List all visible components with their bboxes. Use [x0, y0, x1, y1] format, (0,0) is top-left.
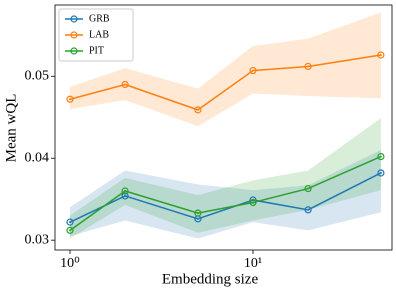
x-tick-label: 10¹ — [244, 256, 262, 271]
point-marker — [377, 51, 385, 59]
y-axis-label: Mean wQL — [3, 94, 19, 163]
series-line — [69, 172, 382, 223]
error-band — [69, 150, 381, 239]
point-marker — [194, 209, 202, 217]
legend-label: LAB — [89, 29, 109, 40]
point-dot — [196, 212, 199, 215]
point-dot — [124, 190, 127, 193]
point-dot — [251, 201, 254, 204]
point-dot — [68, 229, 71, 232]
point-marker — [304, 62, 312, 71]
legend-marker — [70, 15, 78, 23]
legend-marker — [70, 47, 78, 55]
point-dot — [196, 217, 199, 220]
point-marker — [121, 80, 129, 89]
point-marker — [377, 169, 385, 177]
series-line — [69, 155, 382, 231]
point-dot — [379, 53, 382, 56]
point-marker — [121, 192, 129, 200]
plot-frame — [54, 4, 393, 251]
point-marker — [304, 206, 312, 214]
point-dot — [124, 194, 127, 197]
point-dot — [68, 98, 71, 101]
legend-box — [58, 8, 134, 62]
y-tick-label: 0.05 — [25, 69, 50, 84]
y-tick-label: 0.04 — [25, 150, 50, 165]
point-marker — [194, 106, 202, 114]
point-marker — [249, 66, 257, 75]
y-tick-label: 0.03 — [25, 232, 50, 247]
point-dot — [307, 208, 310, 211]
point-marker — [66, 95, 74, 103]
point-dot — [307, 187, 310, 190]
legend-marker — [70, 31, 78, 39]
point-dot — [379, 171, 382, 174]
point-dot — [379, 155, 382, 158]
point-dot — [196, 108, 199, 111]
legend-entry: GRB — [65, 13, 110, 24]
legend-entry: LAB — [65, 29, 109, 40]
legend-entry: PIT — [65, 45, 104, 56]
x-tick-label: 10⁰ — [60, 256, 80, 271]
point-dot — [251, 69, 254, 72]
point-dot — [124, 83, 127, 86]
point-marker — [249, 198, 257, 207]
x-axis-label: Embedding size — [162, 271, 259, 287]
point-marker — [121, 187, 129, 195]
series-line — [69, 54, 382, 111]
point-marker — [66, 226, 74, 234]
point-dot — [307, 65, 310, 68]
point-marker — [377, 152, 385, 161]
point-marker — [66, 218, 74, 226]
point-marker — [304, 184, 312, 193]
error-band — [69, 12, 381, 127]
point-dot — [68, 221, 71, 224]
legend-label: PIT — [89, 45, 104, 56]
legend-label: GRB — [89, 13, 110, 24]
